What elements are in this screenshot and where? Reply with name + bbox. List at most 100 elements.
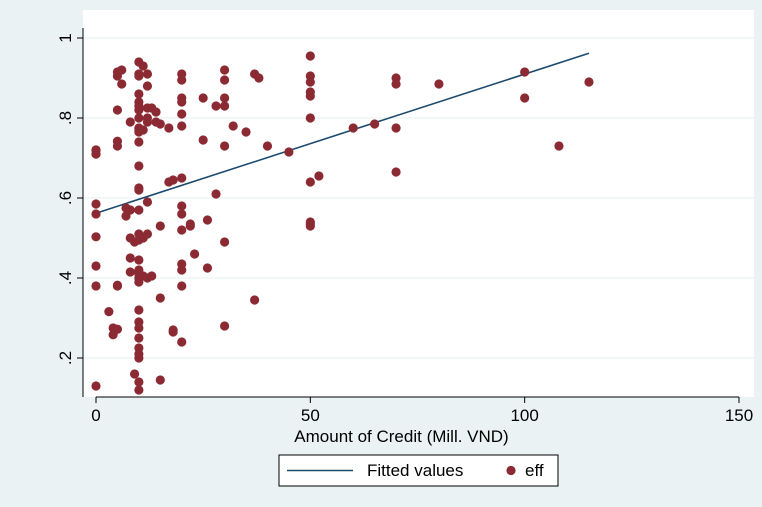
scatter-point (370, 119, 380, 129)
scatter-point (198, 135, 208, 145)
scatter-point (177, 97, 187, 107)
scatter-point (91, 232, 101, 242)
scatter-point (134, 113, 144, 123)
scatter-point (91, 209, 101, 219)
scatter-point (164, 123, 174, 133)
scatter-point (134, 377, 144, 387)
scatter-point (177, 121, 187, 131)
scatter-point (262, 141, 273, 151)
scatter-point (104, 307, 114, 317)
scatter-point (125, 267, 135, 277)
scatter-point (211, 101, 221, 111)
scatter-point (134, 205, 144, 215)
plot-area (83, 10, 754, 397)
legend-label-eff: eff (525, 461, 544, 480)
x-tick-label-50: 50 (301, 406, 320, 425)
scatter-point (134, 385, 144, 395)
scatter-point (391, 167, 401, 177)
scatter-point (155, 293, 165, 303)
scatter-point (125, 253, 135, 263)
scatter-point (91, 199, 101, 209)
scatter-point (134, 185, 144, 195)
y-ticks: .2 .4 .6 .8 1 (56, 33, 83, 365)
scatter-point (177, 281, 187, 291)
scatter-point (142, 197, 153, 207)
legend-label-fitted-values: Fitted values (367, 461, 463, 480)
scatter-point (155, 375, 165, 385)
scatter-point (134, 105, 144, 115)
scatter-point (185, 221, 195, 231)
scatter-point (91, 381, 101, 391)
scatter-point (117, 79, 127, 89)
scatter-point (142, 117, 153, 127)
scatter-point (112, 280, 123, 290)
scatter-point (134, 305, 144, 315)
scatter-point (142, 69, 153, 79)
legend-swatch-eff (506, 465, 516, 476)
scatter-point (520, 93, 530, 103)
y-tick-label-0.8: .8 (56, 111, 75, 125)
x-ticks: 0 50 100 150 (91, 397, 753, 425)
scatter-point (177, 201, 187, 211)
scatter-point (305, 51, 315, 61)
x-tick-label-150: 150 (725, 406, 753, 425)
x-tick-label-100: 100 (510, 406, 538, 425)
scatter-point (241, 127, 251, 137)
scatter-point (220, 141, 230, 151)
scatter-point (554, 141, 564, 151)
scatter-point (305, 177, 315, 187)
y-tick-label-0.2: .2 (56, 351, 75, 365)
scatter-point (155, 221, 165, 231)
scatter-point (134, 89, 144, 99)
scatter-point (177, 173, 187, 183)
scatter-point (198, 93, 208, 103)
scatter-point (134, 353, 144, 363)
scatter-point (168, 175, 178, 185)
scatter-point (134, 161, 144, 171)
scatter-point (177, 265, 187, 275)
fitted-values-line (95, 52, 590, 214)
scatter-point (391, 123, 401, 133)
grid-lines (83, 37, 754, 359)
scatter-point (220, 321, 230, 331)
scatter-point (125, 117, 135, 127)
scatter-point (202, 215, 213, 225)
scatter-point (147, 271, 157, 281)
scatter-point (134, 71, 144, 81)
fitted-line-layer (95, 52, 590, 214)
x-axis-title: Amount of Credit (Mill. VND) (294, 427, 508, 446)
scatter-points (91, 51, 594, 395)
scatter-point (91, 281, 101, 291)
scatter-point (129, 369, 140, 379)
scatter-point (305, 91, 315, 101)
y-tick-label-1: 1 (56, 33, 75, 42)
scatter-point (211, 189, 221, 199)
scatter-point (220, 237, 230, 247)
scatter-point (134, 323, 144, 333)
scatter-point (138, 61, 148, 71)
scatter-point (220, 75, 230, 85)
scatter-point (305, 77, 315, 87)
scatter-point (314, 171, 324, 181)
scatter-point (305, 113, 315, 123)
y-tick-label-0.6: .6 (56, 191, 75, 205)
scatter-point (250, 295, 260, 305)
scatter-point (189, 249, 200, 259)
scatter-point (151, 107, 161, 117)
scatter-point (202, 263, 213, 273)
x-tick-label-0: 0 (91, 406, 100, 425)
scatter-point (220, 101, 230, 111)
scatter-point (91, 261, 101, 271)
scatter-point (177, 75, 187, 85)
scatter-point (138, 125, 148, 135)
scatter-point (112, 324, 123, 334)
scatter-point (228, 121, 238, 131)
scatter-point (142, 81, 153, 91)
scatter-point (348, 123, 358, 133)
scatter-point (142, 229, 153, 239)
scatter-point (391, 79, 401, 89)
scatter-point (177, 209, 187, 219)
scatter-point (284, 147, 294, 157)
scatter-point (254, 73, 264, 83)
